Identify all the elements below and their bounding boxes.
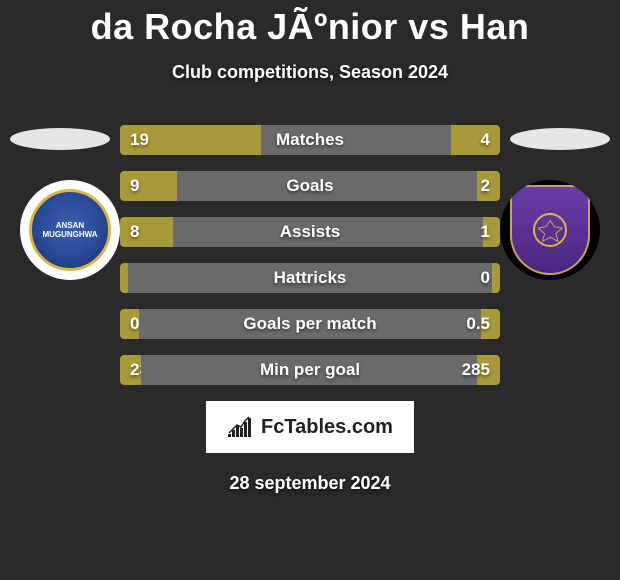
stat-left-value: 8	[120, 222, 149, 242]
club-left-name: ANSANMUGUNGHWA	[42, 221, 97, 239]
stat-row: 81Assists	[120, 217, 500, 247]
flag-right	[510, 128, 610, 150]
bar-left-empty	[128, 263, 310, 293]
club-badge-right	[500, 180, 600, 280]
stat-left-value: 19	[120, 130, 159, 150]
stat-right-value: 2	[471, 176, 500, 196]
bar-right-empty	[310, 263, 492, 293]
bar-right-fill: 0.5	[481, 309, 500, 339]
flag-left	[10, 128, 110, 150]
stat-right-value: 0.5	[456, 314, 500, 334]
stat-row: 236285Min per goal	[120, 355, 500, 385]
club-badge-left: ANSANMUGUNGHWA	[20, 180, 120, 280]
bar-left-fill: 0.47	[120, 309, 139, 339]
club-badge-left-inner: ANSANMUGUNGHWA	[29, 189, 111, 271]
bar-left-fill: 8	[120, 217, 173, 247]
stat-right-value: 1	[471, 222, 500, 242]
bar-left-empty	[177, 171, 310, 201]
bar-left-fill: 19	[120, 125, 261, 155]
date-text: 28 september 2024	[0, 473, 620, 494]
stat-row: 92Goals	[120, 171, 500, 201]
club-badge-right-inner	[510, 185, 590, 275]
stat-right-value: 285	[452, 360, 500, 380]
stat-right-value: 0	[471, 268, 500, 288]
bar-right-fill: 1	[483, 217, 500, 247]
stats-table: 194Matches92Goals81Assists00Hattricks0.4…	[120, 125, 500, 385]
bar-left-empty	[173, 217, 310, 247]
page-title: da Rocha JÃºnior vs Han	[0, 0, 620, 48]
stat-row: 0.470.5Goals per match	[120, 309, 500, 339]
bar-right-fill: 4	[451, 125, 500, 155]
stat-left-value: 9	[120, 176, 149, 196]
brand-text: FcTables.com	[261, 416, 393, 439]
brand-box: FcTables.com	[206, 401, 414, 453]
bar-right-fill: 0	[492, 263, 500, 293]
bar-right-empty	[310, 125, 451, 155]
bar-right-fill: 285	[477, 355, 500, 385]
bar-left-empty	[141, 355, 310, 385]
bar-right-empty	[310, 217, 483, 247]
bar-left-fill: 9	[120, 171, 177, 201]
stat-row: 194Matches	[120, 125, 500, 155]
bar-left-fill: 236	[120, 355, 141, 385]
bar-left-empty	[261, 125, 310, 155]
subtitle: Club competitions, Season 2024	[0, 62, 620, 83]
bar-left-fill: 0	[120, 263, 128, 293]
bar-right-empty	[310, 171, 477, 201]
bar-right-fill: 2	[477, 171, 500, 201]
brand-icon	[227, 416, 255, 438]
shield-icon	[525, 205, 575, 255]
stat-row: 00Hattricks	[120, 263, 500, 293]
stat-right-value: 4	[471, 130, 500, 150]
bar-left-empty	[139, 309, 310, 339]
bar-right-empty	[310, 309, 481, 339]
